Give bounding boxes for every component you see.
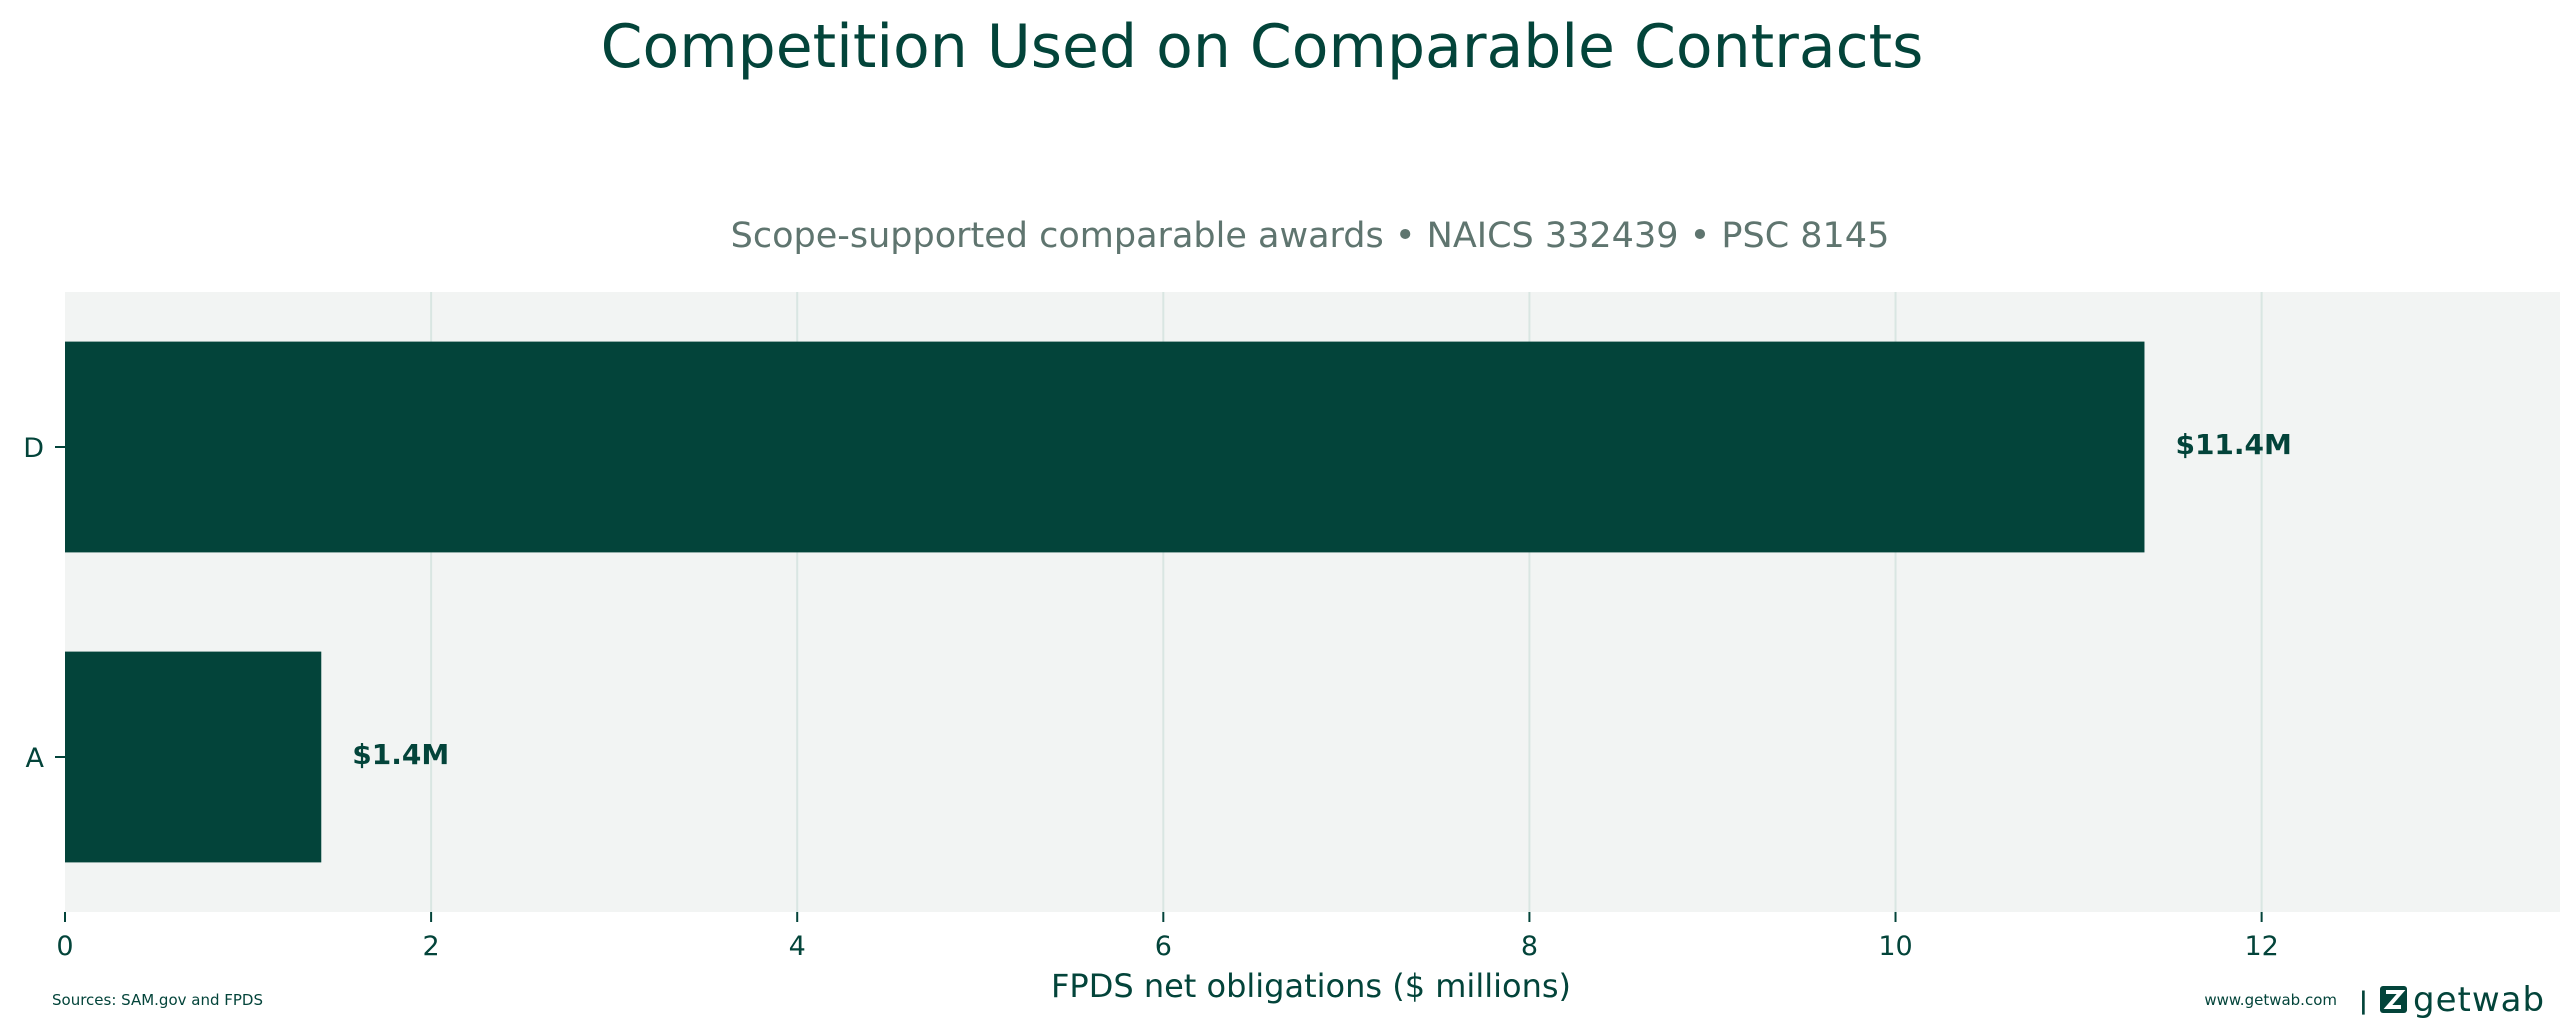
x-tick-label: 2 bbox=[423, 931, 440, 962]
bar-value-label: $11.4M bbox=[2175, 428, 2291, 461]
bar bbox=[65, 341, 2145, 553]
footer-separator: | bbox=[2359, 987, 2368, 1015]
y-tick-label: A bbox=[26, 743, 45, 774]
website-link[interactable]: www.getwab.com bbox=[2204, 991, 2337, 1009]
x-axis: 0 2 4 6 8 10 12 bbox=[56, 912, 2279, 962]
bars: $11.4M $1.4M bbox=[65, 341, 2292, 863]
x-tick-label: 8 bbox=[1521, 931, 1538, 962]
x-axis-label: FPDS net obligations ($ millions) bbox=[1051, 967, 1571, 1005]
x-tick-label: 4 bbox=[789, 931, 806, 962]
x-tick-label: 10 bbox=[1878, 931, 1912, 962]
chart-subtitle: Scope-supported comparable awards • NAIC… bbox=[731, 216, 1890, 256]
y-tick-label: D bbox=[23, 433, 44, 464]
sources-note: Sources: SAM.gov and FPDS bbox=[52, 991, 263, 1009]
bar bbox=[65, 651, 322, 863]
bar-value-label: $1.4M bbox=[352, 738, 449, 771]
chart-title: Competition Used on Comparable Contracts bbox=[601, 12, 1924, 82]
x-tick-label: 0 bbox=[56, 931, 73, 962]
y-axis: DA bbox=[23, 433, 65, 774]
x-tick-label: 12 bbox=[2244, 931, 2278, 962]
getwab-logo-icon bbox=[2380, 986, 2407, 1013]
getwab-logo-text: getwab bbox=[2413, 980, 2545, 1020]
x-tick-label: 6 bbox=[1155, 931, 1172, 962]
